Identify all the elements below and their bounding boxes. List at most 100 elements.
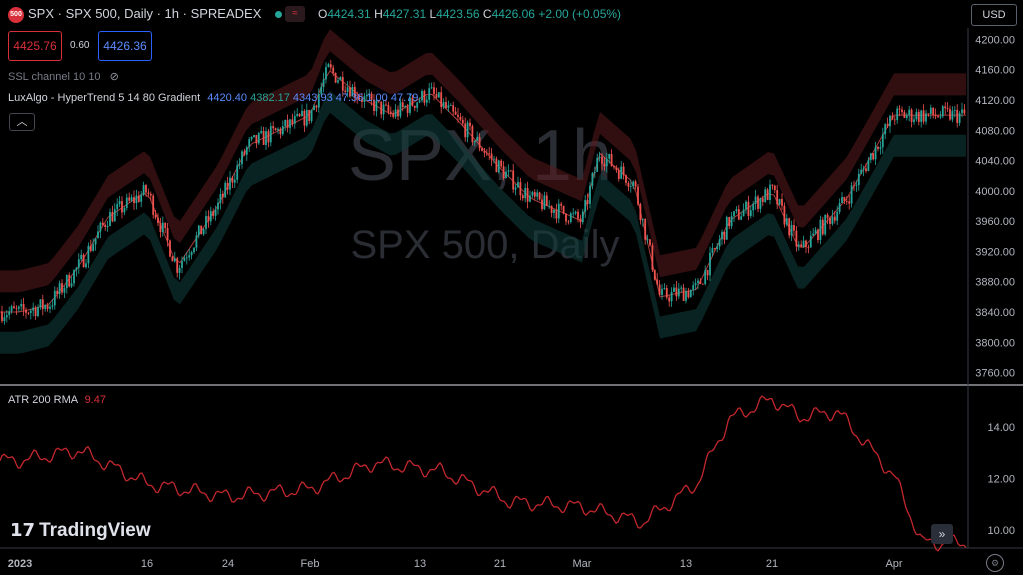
hypertrend-value-4: 47.36 bbox=[335, 92, 364, 104]
sell-button[interactable]: 4425.76 bbox=[8, 31, 62, 61]
candle-body bbox=[701, 283, 704, 285]
candle-body bbox=[675, 287, 678, 297]
candle-body bbox=[80, 254, 83, 260]
candle-body bbox=[507, 170, 510, 172]
candle-body bbox=[140, 194, 143, 202]
candle-body bbox=[349, 87, 351, 97]
candle-body bbox=[322, 79, 325, 88]
candle-body bbox=[577, 211, 579, 219]
candle-body bbox=[466, 122, 469, 138]
candle-body bbox=[221, 194, 224, 198]
candle-body bbox=[937, 116, 939, 118]
high-label: H bbox=[374, 7, 383, 21]
ssl-indicator-legend[interactable]: SSL channel 10 10 ⊘ bbox=[8, 70, 119, 83]
candle-body bbox=[694, 283, 697, 286]
candle-body bbox=[481, 148, 483, 151]
candle-body bbox=[329, 64, 332, 68]
candle-body bbox=[514, 187, 517, 190]
candle-body bbox=[113, 209, 116, 222]
settings-gear-icon[interactable]: ⚙ bbox=[986, 554, 1004, 572]
candle-body bbox=[262, 131, 265, 145]
candle-body bbox=[749, 210, 752, 216]
candle-body bbox=[447, 105, 450, 108]
candle-body bbox=[533, 192, 536, 197]
candle-body bbox=[529, 195, 531, 202]
candle-body bbox=[723, 231, 726, 240]
candle-body bbox=[550, 205, 553, 213]
candle-body bbox=[809, 235, 812, 248]
candle-body bbox=[373, 99, 375, 112]
candle-body bbox=[817, 229, 819, 240]
candle-body bbox=[495, 158, 498, 173]
candle-body bbox=[344, 90, 347, 92]
candle-body bbox=[639, 204, 642, 221]
candle-body bbox=[147, 192, 150, 194]
candle-body bbox=[157, 217, 159, 224]
tradingview-logo[interactable]: 𝟭𝟳 TradingView bbox=[10, 520, 151, 542]
candle-body bbox=[761, 198, 764, 203]
candle-body bbox=[183, 257, 186, 262]
candle-body bbox=[543, 195, 546, 210]
candle-body bbox=[289, 119, 291, 128]
candle-body bbox=[747, 201, 750, 216]
candle-body bbox=[541, 199, 543, 210]
open-label: O bbox=[318, 7, 328, 21]
candle-body bbox=[154, 214, 157, 218]
candle-body bbox=[22, 304, 25, 310]
candle-body bbox=[286, 119, 289, 128]
time-tick-label-7: 13 bbox=[680, 558, 692, 570]
candle-body bbox=[879, 147, 882, 149]
candle-body bbox=[190, 252, 193, 256]
scroll-to-realtime-button[interactable]: » bbox=[931, 524, 953, 544]
candle-body bbox=[584, 199, 587, 212]
candle-body bbox=[416, 102, 419, 108]
candle-body bbox=[471, 126, 474, 143]
candle-body bbox=[116, 204, 119, 210]
candle-body bbox=[130, 197, 133, 201]
candle-body bbox=[166, 227, 169, 241]
candle-body bbox=[459, 116, 462, 120]
candle-body bbox=[500, 160, 503, 167]
candle-body bbox=[649, 239, 651, 246]
candle-body bbox=[927, 113, 930, 115]
candle-body bbox=[351, 86, 354, 97]
candle-body bbox=[646, 239, 649, 241]
eye-off-icon[interactable]: ⊘ bbox=[109, 71, 119, 83]
atr-legend[interactable]: ATR 200 RMA 9.47 bbox=[8, 394, 106, 406]
candle-body bbox=[425, 99, 428, 103]
chevron-up-icon[interactable]: ︿ bbox=[9, 113, 35, 131]
candle-body bbox=[881, 134, 884, 148]
candle-body bbox=[725, 217, 728, 240]
candle-body bbox=[685, 291, 687, 301]
buy-button[interactable]: 4426.36 bbox=[98, 31, 152, 61]
candle-body bbox=[805, 240, 807, 248]
atr-tick-label-2: 10.00 bbox=[987, 525, 1015, 537]
ohlc-readout: O4424.31 H4427.31 L4423.56 C4426.06 +2.0… bbox=[318, 7, 621, 21]
candle-body bbox=[233, 179, 236, 183]
candle-body bbox=[855, 185, 858, 186]
candle-body bbox=[958, 113, 961, 123]
hypertrend-legend[interactable]: LuxAlgo - HyperTrend 5 14 80 Gradient 44… bbox=[8, 92, 418, 104]
close-label: C bbox=[482, 7, 492, 21]
candle-body bbox=[867, 160, 870, 172]
candle-body bbox=[665, 288, 668, 298]
symbol-title[interactable]: SPX · SPX 500, Daily · 1h · SPREADEX bbox=[28, 6, 262, 21]
candle-body bbox=[752, 203, 755, 211]
candle-body bbox=[519, 182, 522, 196]
candle-body bbox=[10, 306, 13, 312]
candle-body bbox=[101, 222, 104, 225]
compare-icon[interactable]: ≈ bbox=[285, 6, 305, 22]
candle-body bbox=[567, 221, 570, 223]
candle-body bbox=[111, 212, 114, 222]
candle-body bbox=[517, 182, 519, 188]
currency-select[interactable]: USD bbox=[971, 4, 1017, 26]
hypertrend-value-3: 4343.93 bbox=[292, 92, 333, 104]
time-tick-label-9: Apr bbox=[885, 558, 902, 570]
candle-body bbox=[524, 188, 527, 199]
candle-body bbox=[313, 105, 315, 111]
candle-body bbox=[625, 175, 627, 183]
candle-body bbox=[85, 263, 87, 268]
candle-body bbox=[776, 190, 779, 205]
hypertrend-label: LuxAlgo - HyperTrend 5 14 80 Gradient bbox=[8, 92, 201, 104]
